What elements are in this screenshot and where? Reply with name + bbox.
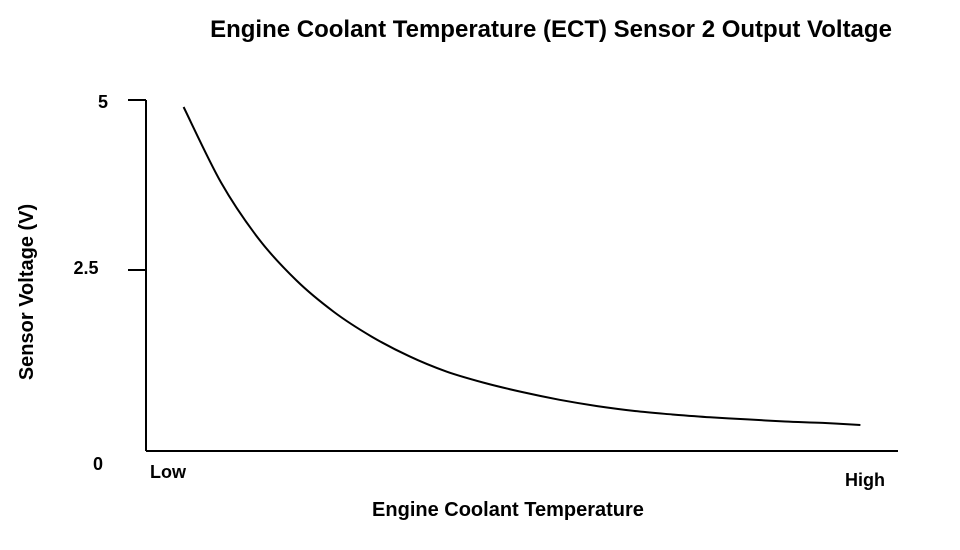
y-tick-label-0: 0 xyxy=(93,454,103,474)
series-line xyxy=(182,106,861,426)
y-axis-label: Sensor Voltage (V) xyxy=(16,204,38,380)
chart-title: Engine Coolant Temperature (ECT) Sensor … xyxy=(210,16,892,43)
y-tick-label-2-5: 2.5 xyxy=(73,258,98,278)
y-tick-label-5: 5 xyxy=(98,92,108,112)
x-tick-label-high: High xyxy=(845,470,885,490)
x-tick-label-low: Low xyxy=(150,462,187,482)
x-axis-label: Engine Coolant Temperature xyxy=(372,499,644,521)
